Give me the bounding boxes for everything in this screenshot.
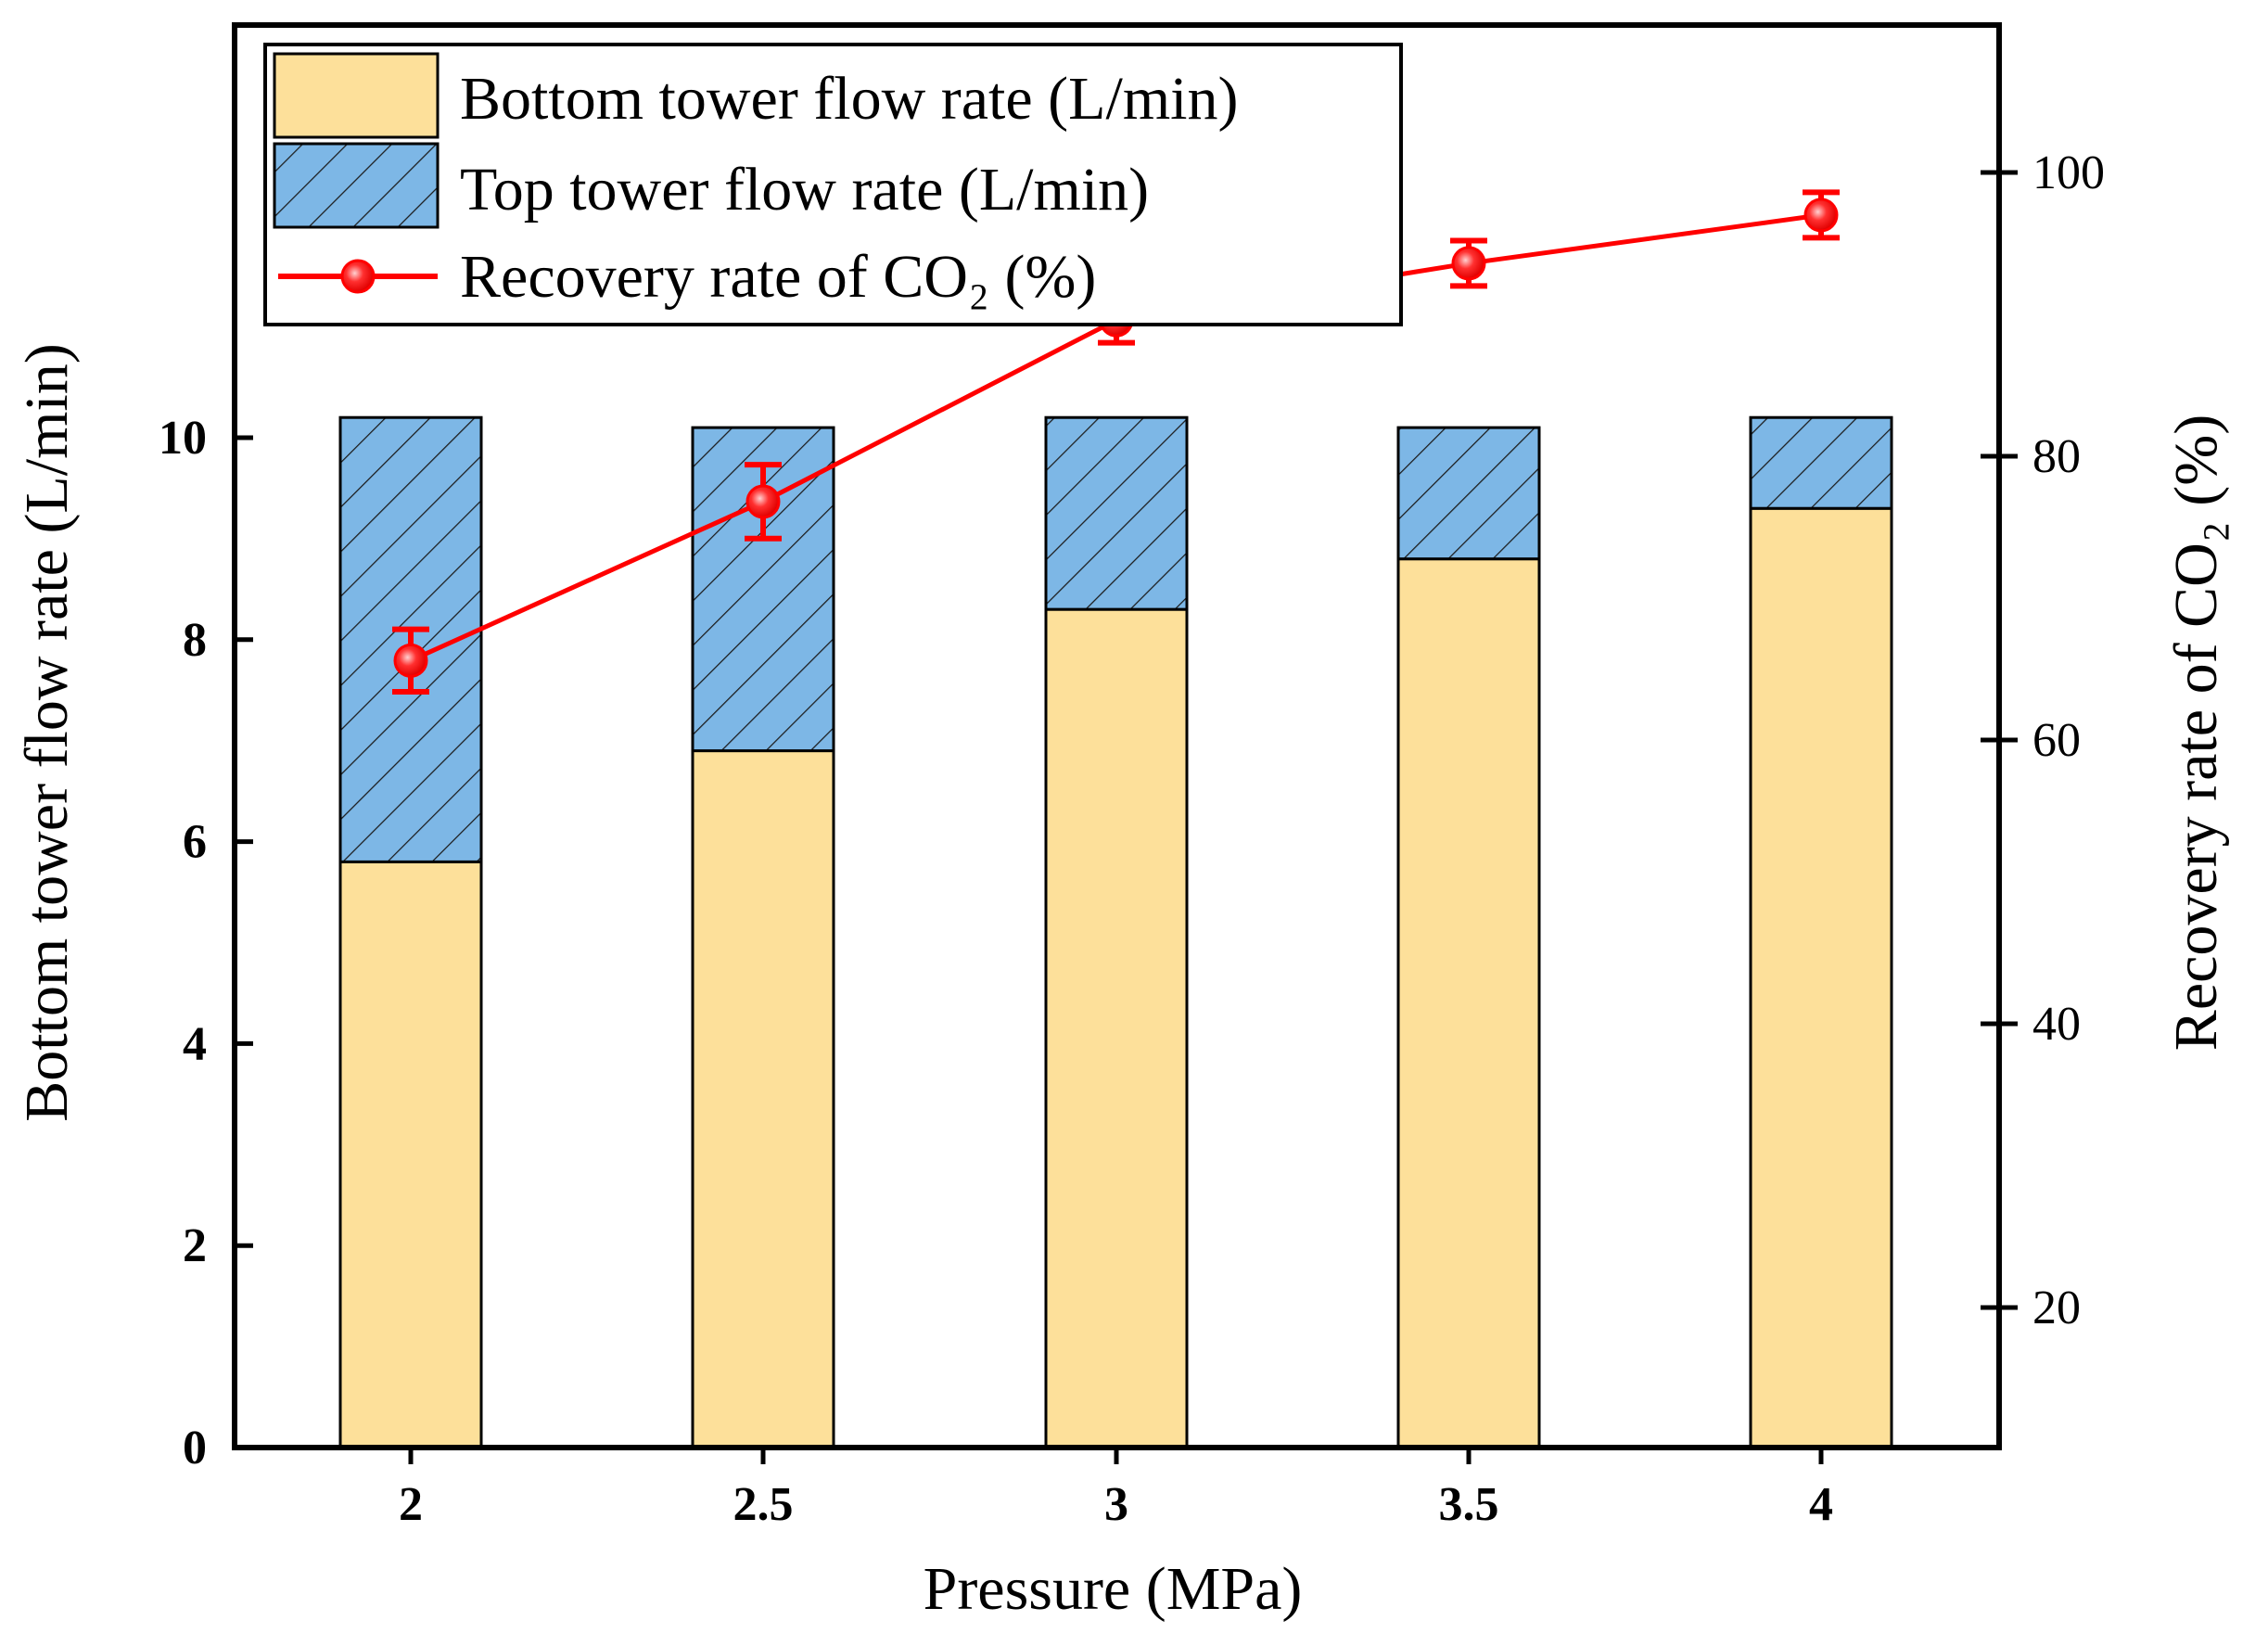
legend-swatch-bottom (273, 52, 440, 139)
left-tick-label-6: 6 (183, 816, 207, 869)
right-tick-label-80: 80 (2032, 430, 2081, 483)
recovery-point-4 (1803, 198, 1839, 233)
x-tick-label-4: 4 (1809, 1478, 1833, 1531)
left-tick-label-0: 0 (183, 1422, 207, 1474)
x-tick-label-3.5: 3.5 (1439, 1478, 1499, 1531)
recovery-point-3.5 (1451, 246, 1486, 281)
x-tick-label-2: 2 (399, 1478, 423, 1531)
bar-bottom-4 (1749, 506, 1893, 1449)
legend-swatch-top (273, 142, 440, 229)
bar-bottom-3 (1044, 607, 1189, 1449)
bars-layer (338, 415, 1893, 1449)
right-axis-ticks: 20 40 60 80 100 (1981, 147, 2105, 1334)
right-tick-label-100: 100 (2032, 147, 2105, 199)
recovery-point-2 (393, 643, 428, 678)
x-axis-title: Pressure (MPa) (924, 1555, 1303, 1623)
x-tick-label-3: 3 (1104, 1478, 1128, 1531)
left-tick-label-4: 4 (183, 1017, 207, 1070)
x-tick-label-2.5: 2.5 (733, 1478, 794, 1531)
x-axis-ticks: 2 2.5 3 3.5 4 (399, 1448, 1833, 1531)
legend-label-top: Top tower flow rate (L/min) (460, 156, 1149, 223)
bar-bottom-3.5 (1396, 557, 1541, 1449)
left-tick-label-2: 2 (183, 1219, 207, 1272)
right-tick-label-40: 40 (2032, 998, 2081, 1051)
right-axis-title: Recovery rate of CO₂ (%) (2162, 415, 2230, 1051)
bar-top-3.5 (1396, 426, 1541, 561)
bar-bottom-2.5 (691, 749, 835, 1449)
right-tick-label-20: 20 (2032, 1282, 2081, 1334)
right-tick-label-60: 60 (2032, 714, 2081, 767)
left-axis-ticks: 0 2 4 6 8 10 (159, 412, 253, 1474)
bar-top-3 (1044, 415, 1189, 611)
legend-box (263, 43, 1403, 326)
legend-label-recovery: Recovery rate of CO₂ (%) (460, 243, 1096, 311)
bar-top-4 (1749, 415, 1893, 510)
legend-swatch-marker (340, 259, 376, 294)
recovery-point-2.5 (745, 484, 781, 519)
left-tick-label-8: 8 (183, 614, 207, 667)
left-tick-label-10: 10 (159, 412, 207, 465)
legend: Bottom tower flow rate (L/min) Top tower… (263, 43, 1403, 326)
bar-bottom-2 (338, 860, 483, 1449)
legend-label-bottom: Bottom tower flow rate (L/min) (460, 65, 1238, 133)
left-axis-title: Bottom tower flow rate (L/min) (13, 343, 81, 1121)
